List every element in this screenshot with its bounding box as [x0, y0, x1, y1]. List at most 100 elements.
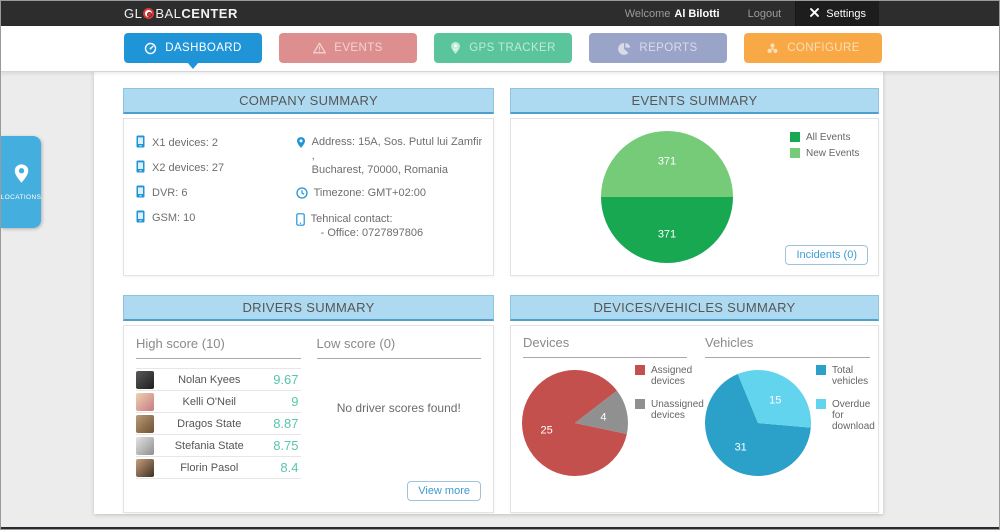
topbar-right: Welcome Al Bilotti Logout Settings [611, 1, 879, 26]
cog-icon [766, 42, 779, 55]
legend-swatch [816, 399, 826, 409]
vehicles-legend: Total vehicles Overdue for download [816, 365, 878, 432]
navbar: DASHBOARD EVENTS GPS TRACKER REPORTS CONFIGU… [1, 26, 999, 72]
contact-row: Tehnical contact: - Office: 0727897806 [295, 212, 483, 240]
nav-buttons: DASHBOARD EVENTS GPS TRACKER REPORTS CONFIGU… [124, 33, 882, 69]
pie-slice-assigned-devices[interactable] [521, 369, 627, 476]
device-icon [136, 210, 145, 226]
nav-button-label: REPORTS [639, 42, 698, 54]
location-pin-icon [13, 163, 30, 189]
driver-avatar [136, 414, 154, 433]
driver-row[interactable]: Kelli O'Neil 9 [136, 391, 301, 413]
nav-button-dashboard[interactable]: DASHBOARD [124, 33, 262, 69]
driver-row[interactable]: Dragos State 8.87 [136, 413, 301, 435]
nav-button-label: GPS TRACKER [469, 42, 556, 54]
pie-value-label: 31 [735, 442, 747, 454]
legend-label: Total vehicles [832, 365, 869, 387]
pie-value-label: 15 [769, 395, 781, 407]
nav-button-configure[interactable]: CONFIGURE [744, 33, 882, 63]
nav-button-reports[interactable]: REPORTS [589, 33, 727, 63]
window-bottom-border [1, 527, 999, 529]
settings-label: Settings [826, 7, 866, 20]
nav-button-label: CONFIGURE [787, 42, 860, 54]
driver-name: Kelli O'Neil [182, 395, 236, 408]
settings-button[interactable]: Settings [795, 1, 879, 26]
device-count-label: X1 devices: 2 [152, 137, 219, 149]
pie-slice-all-events[interactable] [601, 197, 733, 263]
devices-vehicles-summary-header: DEVICES/VEHICLES SUMMARY [510, 295, 879, 321]
driver-avatar [136, 436, 154, 455]
high-score-heading: High score (10) [136, 336, 301, 359]
device-count-item: X2 devices: 27 [136, 160, 296, 176]
nav-button-label: DASHBOARD [165, 42, 242, 54]
legend-label: Assigned devices [651, 365, 693, 387]
legend-item[interactable]: New Events [790, 148, 859, 159]
driver-name: Stefania State [174, 439, 244, 452]
locations-tab-label: LOCATIONS [0, 194, 42, 201]
device-icon [136, 185, 145, 201]
timezone-row: Timezone: GMT+02:00 [295, 186, 483, 203]
device-counts-list: X1 devices: 2 X2 devices: 27 DVR: 6 GSM: 10 [136, 135, 296, 265]
high-score-column: High score (10) Nolan Kyees 9.67 Kelli O'N… [136, 336, 301, 502]
locations-tab[interactable]: LOCATIONS [1, 136, 41, 228]
device-icon [136, 135, 145, 151]
driver-row[interactable]: Nolan Kyees 9.67 [136, 369, 301, 391]
nav-button-events[interactable]: EVENTS [279, 33, 417, 63]
driver-avatar [136, 458, 154, 477]
legend-swatch [790, 132, 800, 142]
panel-title: DRIVERS SUMMARY [242, 300, 375, 315]
legend-swatch [816, 365, 826, 375]
events-pie-chart: 371 371 [601, 131, 733, 263]
driver-row[interactable]: Stefania State 8.75 [136, 435, 301, 457]
devices-section-heading: Devices [523, 335, 687, 358]
device-count-item: X1 devices: 2 [136, 135, 296, 151]
device-count-label: GSM: 10 [152, 212, 196, 224]
legend-item[interactable]: Unassigned devices [635, 399, 713, 421]
person-pin-icon [450, 41, 461, 55]
nav-button-gps-tracker[interactable]: GPS TRACKER [434, 33, 572, 63]
topbar: GL BAL CENTER Welcome Al Bilotti Logout Se… [1, 1, 999, 26]
panel-title: EVENTS SUMMARY [631, 93, 758, 108]
address-row: Address: 15A, Sos. Putul lui Zamfir , Buc… [296, 135, 483, 177]
tools-icon [809, 7, 820, 21]
legend-label: New Events [806, 148, 860, 159]
logo-text-mid: BAL [155, 6, 182, 21]
drivers-summary-header: DRIVERS SUMMARY [123, 295, 494, 321]
pie-slice-overdue-for-download[interactable] [737, 370, 812, 428]
username: Al Bilotti [674, 7, 720, 20]
events-legend: All Events New Events [790, 132, 859, 159]
pie-slice-unassigned-devices[interactable] [575, 390, 628, 435]
welcome-text: Welcome Al Bilotti [611, 1, 734, 26]
driver-score: 9.67 [273, 372, 299, 387]
device-icon [136, 160, 145, 176]
pie-value-label: 371 [658, 228, 676, 240]
pie-slice-new-events[interactable] [601, 131, 733, 197]
contact-line1: Tehnical contact: [310, 213, 393, 225]
company-info: Address: 15A, Sos. Putul lui Zamfir , Buc… [295, 135, 483, 265]
view-more-button[interactable]: View more [407, 481, 481, 501]
legend-swatch [635, 365, 645, 375]
driver-row[interactable]: Florin Pasol 8.4 [136, 457, 301, 479]
legend-item[interactable]: All Events [790, 132, 859, 143]
legend-item[interactable]: Assigned devices [635, 365, 713, 387]
driver-score: 8.87 [273, 416, 299, 431]
panel-title: DEVICES/VEHICLES SUMMARY [593, 300, 796, 315]
incidents-button[interactable]: Incidents (0) [785, 245, 868, 265]
logo: GL BAL CENTER [124, 1, 238, 26]
devices-legend: Assigned devices Unassigned devices [635, 365, 713, 421]
driver-name: Dragos State [177, 417, 242, 430]
driver-name: Nolan Kyees [178, 373, 241, 386]
pie-value-label: 25 [540, 425, 552, 437]
legend-item[interactable]: Total vehicles [816, 365, 878, 387]
company-summary-body: X1 devices: 2 X2 devices: 27 DVR: 6 GSM: 10… [123, 118, 494, 276]
pie-slice-total-vehicles[interactable] [705, 374, 811, 477]
low-score-column: Low score (0) No driver scores found! [316, 336, 481, 502]
events-summary-header: EVENTS SUMMARY [510, 88, 879, 114]
legend-item[interactable]: Overdue for download [816, 399, 878, 432]
drivers-summary-body: High score (10) Nolan Kyees 9.67 Kelli O'N… [123, 325, 494, 513]
device-count-item: GSM: 10 [136, 210, 296, 226]
logo-target-icon [143, 8, 155, 19]
vehicles-section-heading: Vehicles [705, 335, 870, 358]
timezone-text: Timezone: GMT+02:00 [313, 187, 426, 199]
logout-link[interactable]: Logout [747, 7, 782, 20]
